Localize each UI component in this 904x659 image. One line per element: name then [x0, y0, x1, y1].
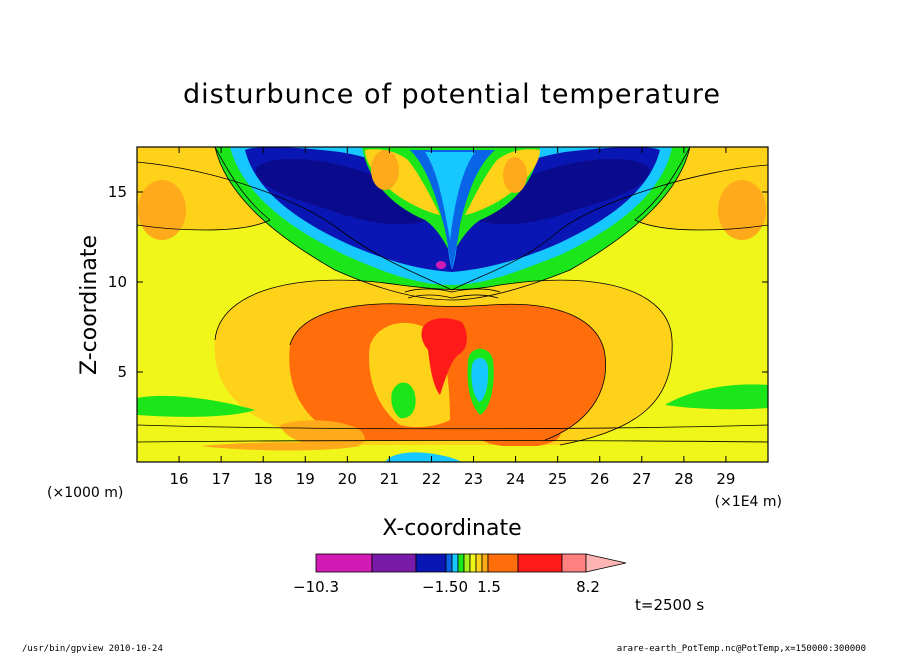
colorbar-cell [445, 553, 453, 573]
colorbar-cell [415, 553, 447, 573]
bottom-orange-right [475, 424, 561, 448]
x-tick-label: 25 [548, 470, 567, 488]
x-tick-label: 26 [590, 470, 609, 488]
darkblue-left [255, 158, 428, 225]
colorbar-cell [451, 553, 459, 573]
bottom-blue2 [385, 452, 462, 462]
right-warm-top [718, 180, 766, 240]
contour-field [137, 147, 768, 462]
colorbar [315, 553, 627, 573]
x-tick-label: 19 [296, 470, 315, 488]
x-tick-label: 20 [338, 470, 357, 488]
time-label: t=2500 s [635, 596, 704, 614]
y-tick-label: 15 [108, 183, 127, 201]
plot-frame [136, 146, 769, 463]
red-core [421, 318, 467, 395]
colorbar-label-pos: 1.5 [477, 578, 501, 596]
x-tick-label: 29 [716, 470, 735, 488]
left-green-blob [391, 382, 416, 419]
left-warm-top [138, 180, 186, 240]
footer-left: /usr/bin/gpview 2010-10-24 [22, 644, 163, 654]
x-axis-label: X-coordinate [382, 516, 521, 541]
x-axis-ticks: 16 17 18 19 20 21 22 23 24 25 26 27 28 29 [170, 147, 735, 488]
colorbar-cell [315, 553, 373, 573]
colorbar-cell [469, 553, 477, 573]
x-tick-label: 17 [212, 470, 231, 488]
x-tick-label: 18 [254, 470, 273, 488]
x-tick-label: 16 [170, 470, 189, 488]
bottom-strip-orange [200, 442, 360, 451]
x-tick-multiplier-note: (×1E4 m) [715, 494, 782, 510]
colorbar-cell [457, 553, 465, 573]
cyan-blob-core [471, 357, 489, 402]
x-tick-label: 23 [464, 470, 483, 488]
y-axis-ticks: 5 10 15 [108, 183, 768, 381]
colorbar-cell [561, 553, 587, 573]
left-low-green [137, 395, 255, 417]
y-tick-label: 10 [108, 273, 127, 291]
x-tick-label: 22 [422, 470, 441, 488]
center-magenta [436, 261, 446, 269]
colorbar-cell [371, 553, 417, 573]
colorbar-label-min: −10.3 [293, 578, 339, 596]
x-tick-label: 21 [380, 470, 399, 488]
colorbar-label-max: 8.2 [576, 578, 600, 596]
x-tick-label: 28 [674, 470, 693, 488]
darkblue-right [477, 158, 650, 225]
colorbar-cell [481, 553, 489, 573]
center-cyan-stem [425, 152, 475, 240]
x-tick-label: 24 [506, 470, 525, 488]
chart-title: disturbunce of potential temperature [183, 79, 721, 110]
colorbar-cell [463, 553, 471, 573]
colorbar-extend-arrow [585, 553, 627, 573]
top-orange-r [503, 157, 527, 193]
colorbar-cell [475, 553, 483, 573]
footer-right: arare-earth_PotTemp.nc@PotTemp,x=150000:… [617, 644, 866, 654]
top-orange-l [371, 150, 399, 190]
x-tick-label: 27 [632, 470, 651, 488]
contour-lines [137, 147, 768, 446]
right-low-green [665, 384, 768, 410]
x-scale-note: (×1000 m) [47, 485, 123, 501]
colorbar-cell [487, 553, 519, 573]
y-tick-label: 5 [117, 363, 127, 381]
colorbar-label-neg: −1.50 [422, 578, 468, 596]
colorbar-cell [517, 553, 563, 573]
y-axis-label: Z-coordinate [77, 235, 102, 375]
